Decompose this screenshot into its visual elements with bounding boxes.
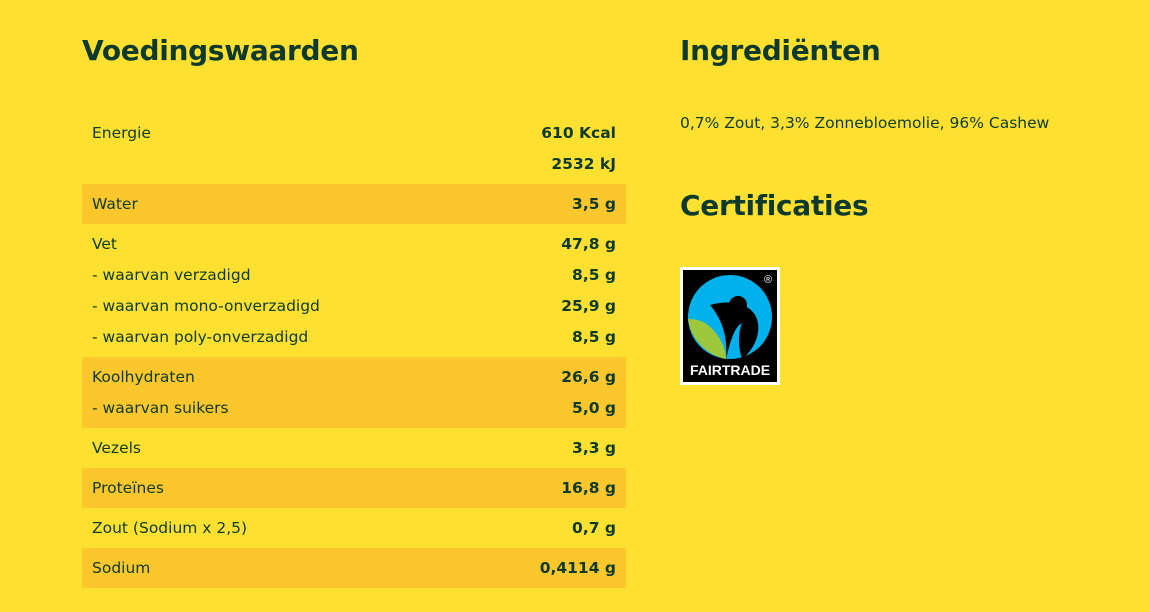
section-title: Ingrediënten [680, 34, 881, 67]
nutrient-row: - waarvan poly-onverzadigd 8,5 g [82, 322, 626, 353]
section-title: Certificaties [680, 189, 869, 222]
logo-figure [710, 302, 759, 359]
nutrient-row: Sodium 0,4114 g [82, 553, 626, 584]
nutrient-group: Zout (Sodium x 2,5) 0,7 g [82, 508, 626, 548]
nutrient-row: Vezels 3,3 g [82, 433, 626, 464]
nutrient-group: Water 3,5 g [82, 184, 626, 224]
nutrient-label: Sodium [92, 559, 151, 577]
nutrient-value: 3,5 g [572, 195, 616, 213]
nutrient-group: Vezels 3,3 g [82, 428, 626, 468]
nutrient-value: 8,5 g [572, 328, 616, 346]
nutrient-value: 0,4114 g [539, 559, 616, 577]
nutrient-label: - waarvan mono-onverzadigd [92, 297, 320, 315]
nutrient-value: 25,9 g [561, 297, 616, 315]
nutrient-value: 5,0 g [572, 399, 616, 417]
nutrient-value: 0,7 g [572, 519, 616, 537]
nutrient-label: - waarvan suikers [92, 399, 229, 417]
nutrient-value: 610 Kcal [541, 124, 616, 142]
nutrient-group: Energie 610 Kcal 2532 kJ [82, 113, 626, 184]
nutrient-label: - waarvan poly-onverzadigd [92, 328, 309, 346]
nutrient-label: Vezels [92, 439, 141, 457]
nutrient-group: Vet 47,8 g- waarvan verzadigd 8,5 g- waarv… [82, 224, 626, 357]
nutrient-row: - waarvan mono-onverzadigd 25,9 g [82, 291, 626, 322]
nutrient-row: Koolhydraten 26,6 g [82, 362, 626, 393]
nutrient-row: Water 3,5 g [82, 189, 626, 220]
nutrient-label: Vet [92, 235, 118, 253]
nutrient-row: Zout (Sodium x 2,5) 0,7 g [82, 513, 626, 544]
nutrient-value: 8,5 g [572, 266, 616, 284]
nutrient-row: Vet 47,8 g [82, 229, 626, 260]
nutrient-row: Energie 610 Kcal [82, 118, 626, 149]
nutrition-table: Energie 610 Kcal 2532 kJ Water 3,5 g Vet 47,8 … [82, 113, 626, 588]
fairtrade-logo: FAIRTRADE ® [680, 267, 780, 385]
nutrient-value: 47,8 g [561, 235, 616, 253]
section-title: Voedingswaarden [82, 34, 359, 67]
logo-head [729, 296, 747, 314]
nutrient-row: 2532 kJ [82, 149, 626, 180]
logo-leaf [688, 319, 726, 359]
nutrient-row: Proteïnes 16,8 g [82, 473, 626, 504]
nutrient-label: Zout (Sodium x 2,5) [92, 519, 248, 537]
nutrient-label: Proteïnes [92, 479, 164, 497]
logo-label: FAIRTRADE [690, 362, 770, 378]
nutrient-label: Water [92, 195, 138, 213]
nutrient-value: 2532 kJ [551, 155, 616, 173]
nutrient-row: - waarvan verzadigd 8,5 g [82, 260, 626, 291]
nutrient-value: 3,3 g [572, 439, 616, 457]
nutrient-label: - waarvan verzadigd [92, 266, 251, 284]
nutrient-group: Koolhydraten 26,6 g - waarvan suikers 5,0 g [82, 357, 626, 428]
nutrient-value: 26,6 g [561, 368, 616, 386]
nutrient-label: Koolhydraten [92, 368, 195, 386]
logo-trademark: ® [764, 274, 772, 286]
nutrient-group: Sodium 0,4114 g [82, 548, 626, 588]
ingredients-text: 0,7% Zout, 3,3% Zonnebloemolie, 96% Cash… [680, 114, 1050, 132]
nutrient-label: Energie [92, 124, 151, 142]
nutrient-value: 16,8 g [561, 479, 616, 497]
nutrient-group: Proteïnes 16,8 g [82, 468, 626, 508]
nutrient-row: - waarvan suikers 5,0 g [82, 393, 626, 424]
